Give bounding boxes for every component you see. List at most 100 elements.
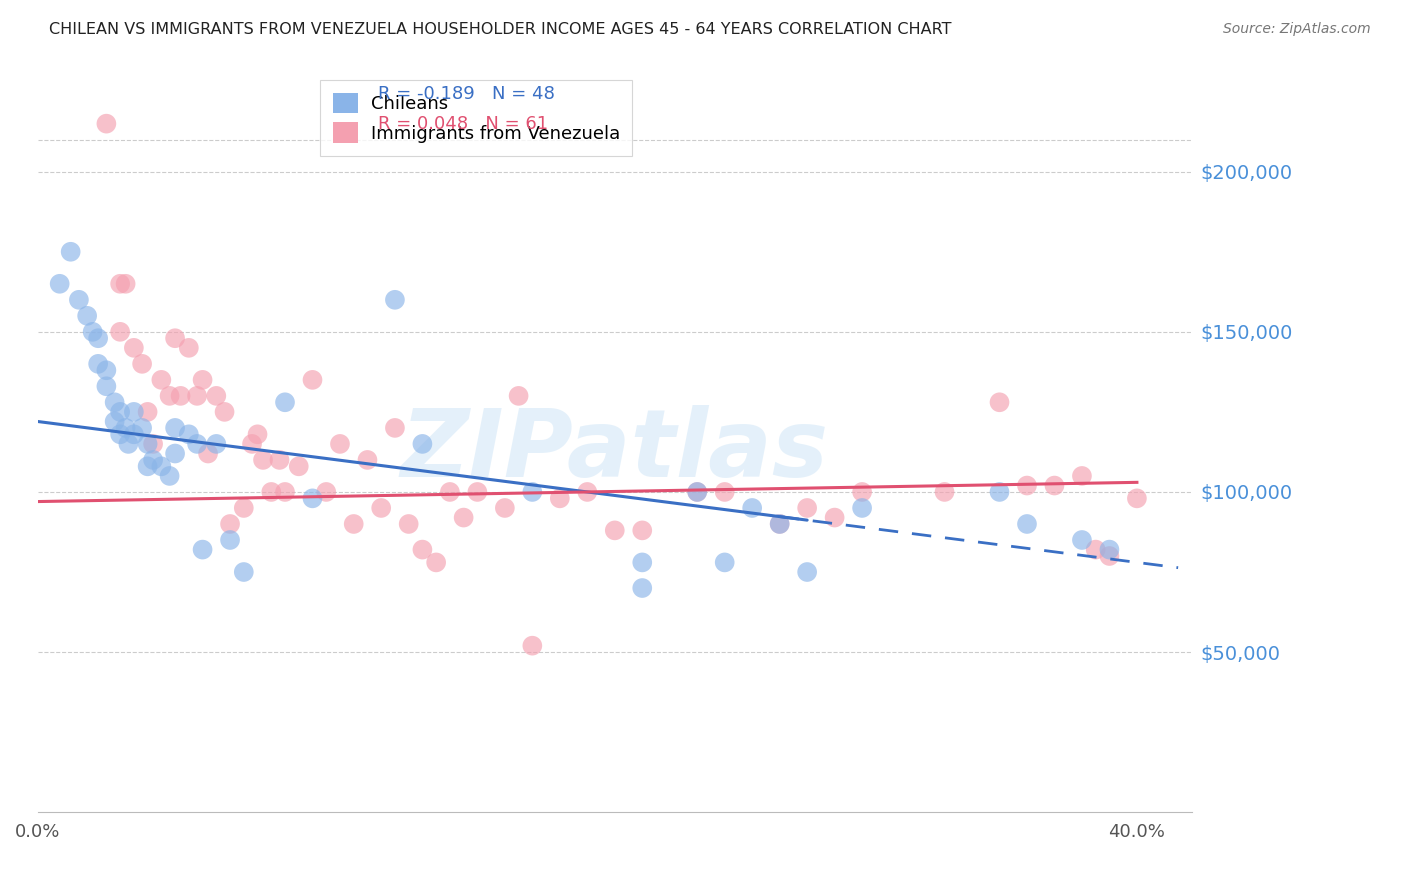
Point [205,437,228,451]
Point [131,357,153,371]
Point [769,516,792,531]
Text: R = -0.189   N = 48: R = -0.189 N = 48 [378,85,555,103]
Point [370,500,392,515]
Point [603,524,626,538]
Text: CHILEAN VS IMMIGRANTS FROM VENEZUELA HOUSEHOLDER INCOME AGES 45 - 64 YEARS CORRE: CHILEAN VS IMMIGRANTS FROM VENEZUELA HOU… [49,22,952,37]
Point [186,437,208,451]
Point [191,542,214,557]
Point [96,379,118,393]
Point [453,510,475,524]
Point [122,341,145,355]
Point [122,427,145,442]
Point [142,453,165,467]
Point [108,277,131,291]
Point [439,485,461,500]
Point [824,510,846,524]
Point [398,516,420,531]
Point [214,405,236,419]
Point [117,437,139,451]
Point [631,581,654,595]
Text: Source: ZipAtlas.com: Source: ZipAtlas.com [1223,22,1371,37]
Point [197,446,219,460]
Point [934,485,956,500]
Point [165,446,187,460]
Point [114,421,136,435]
Point [384,293,406,307]
Point [274,395,297,409]
Point [1084,542,1107,557]
Point [315,485,337,500]
Point [343,516,366,531]
Point [467,485,489,500]
Point [1071,469,1094,483]
Point [1015,516,1038,531]
Point [1043,478,1066,492]
Point [165,421,187,435]
Point [219,533,242,547]
Point [191,373,214,387]
Point [219,516,242,531]
Point [274,485,297,500]
Point [686,485,709,500]
Point [522,485,544,500]
Point [136,437,159,451]
Legend: Chileans, Immigrants from Venezuela: Chileans, Immigrants from Venezuela [321,80,633,156]
Point [150,373,173,387]
Text: ZIPatlas: ZIPatlas [401,405,830,497]
Point [269,453,291,467]
Point [548,491,571,506]
Point [411,542,433,557]
Point [186,389,208,403]
Point [96,363,118,377]
Point [988,485,1011,500]
Point [260,485,283,500]
Point [240,437,263,451]
Point [576,485,599,500]
Point [104,415,127,429]
Point [329,437,352,451]
Point [150,459,173,474]
Point [356,453,378,467]
Point [988,395,1011,409]
Point [508,389,530,403]
Point [114,277,136,291]
Point [796,565,818,579]
Point [631,524,654,538]
Point [384,421,406,435]
Point [232,500,254,515]
Point [136,405,159,419]
Point [177,341,200,355]
Point [122,405,145,419]
Point [67,293,90,307]
Point [246,427,269,442]
Point [165,331,187,345]
Point [686,485,709,500]
Point [96,117,118,131]
Point [301,373,323,387]
Point [177,427,200,442]
Point [1098,549,1121,563]
Point [169,389,191,403]
Point [142,437,165,451]
Point [1071,533,1094,547]
Point [1126,491,1149,506]
Point [411,437,433,451]
Point [494,500,516,515]
Point [48,277,70,291]
Point [87,331,110,345]
Point [741,500,763,515]
Point [108,427,131,442]
Point [713,556,735,570]
Point [287,459,309,474]
Point [301,491,323,506]
Point [1098,542,1121,557]
Point [713,485,735,500]
Point [108,405,131,419]
Point [796,500,818,515]
Text: R = 0.048   N = 61: R = 0.048 N = 61 [378,115,548,133]
Point [631,556,654,570]
Point [87,357,110,371]
Point [851,500,873,515]
Point [252,453,274,467]
Point [82,325,104,339]
